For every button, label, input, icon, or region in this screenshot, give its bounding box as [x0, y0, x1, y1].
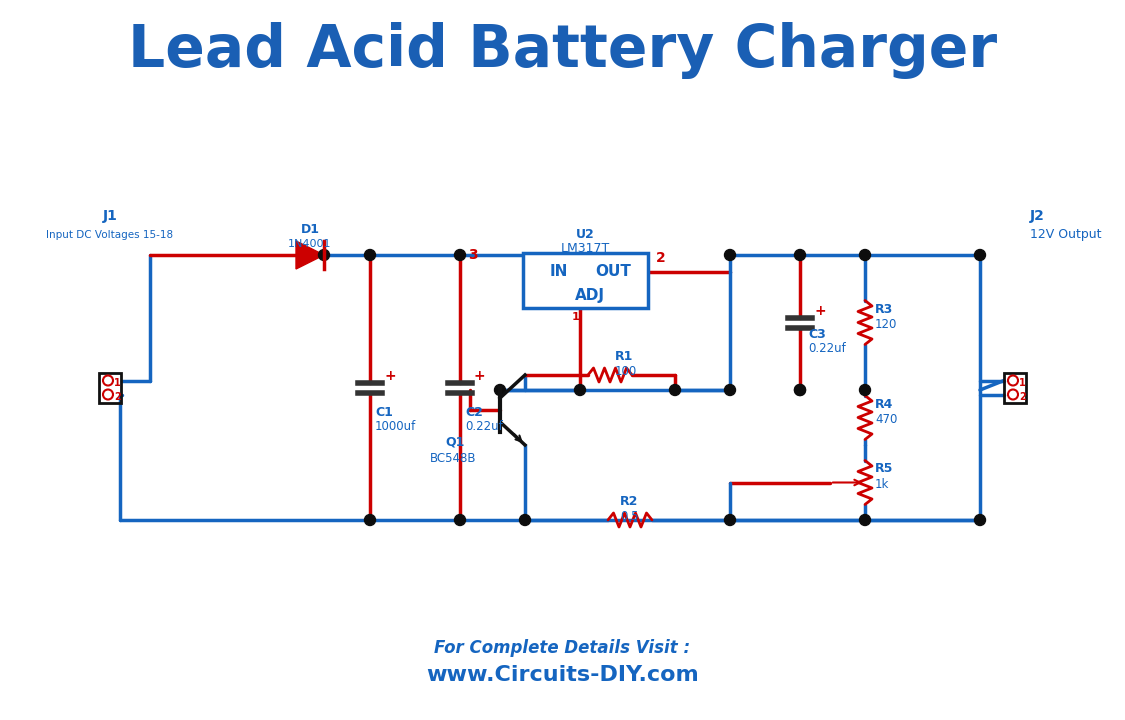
Circle shape: [364, 515, 376, 526]
Circle shape: [455, 250, 466, 261]
Text: Input DC Voltages 15-18: Input DC Voltages 15-18: [46, 230, 173, 240]
Text: C1: C1: [375, 405, 393, 418]
Circle shape: [364, 250, 376, 261]
Text: 1: 1: [1019, 377, 1026, 387]
Circle shape: [794, 384, 806, 395]
Circle shape: [495, 384, 505, 395]
Circle shape: [575, 384, 585, 395]
Circle shape: [669, 384, 681, 395]
Text: C2: C2: [465, 405, 483, 418]
Text: 0.22uf: 0.22uf: [465, 420, 503, 433]
Text: R2: R2: [620, 495, 638, 508]
Text: 1000uf: 1000uf: [375, 420, 416, 433]
Circle shape: [860, 250, 871, 261]
Bar: [99, 372, 122, 402]
Bar: [1004, 372, 1026, 402]
Circle shape: [860, 384, 871, 395]
Text: 3: 3: [468, 248, 478, 262]
Text: U2: U2: [576, 228, 594, 241]
Text: C3: C3: [808, 328, 826, 341]
Text: R1: R1: [615, 350, 633, 363]
Text: D1: D1: [300, 223, 319, 236]
Text: 2: 2: [114, 392, 120, 402]
Text: R5: R5: [875, 462, 893, 475]
Text: OUT: OUT: [595, 264, 631, 279]
Text: J2: J2: [1030, 209, 1045, 223]
Polygon shape: [296, 241, 324, 269]
Text: 0.5: 0.5: [620, 510, 639, 523]
Text: www.Circuits-DIY.com: www.Circuits-DIY.com: [426, 665, 699, 685]
Circle shape: [455, 515, 466, 526]
Circle shape: [794, 384, 806, 395]
Text: 2: 2: [1019, 392, 1026, 402]
Circle shape: [520, 515, 531, 526]
Text: 1k: 1k: [875, 477, 890, 490]
Circle shape: [974, 515, 986, 526]
Text: J1: J1: [102, 209, 117, 223]
Text: IN: IN: [550, 264, 568, 279]
Text: LM317T: LM317T: [560, 242, 610, 255]
Bar: [522, 253, 648, 307]
Text: ADJ: ADJ: [575, 287, 605, 302]
Circle shape: [724, 384, 736, 395]
Text: +: +: [384, 369, 396, 382]
Text: R4: R4: [875, 397, 893, 410]
Text: BC548B: BC548B: [430, 452, 477, 465]
Circle shape: [974, 250, 986, 261]
Text: 470: 470: [875, 413, 898, 426]
Circle shape: [724, 250, 736, 261]
Text: 0.22uf: 0.22uf: [808, 343, 846, 356]
Text: 1N4001: 1N4001: [288, 239, 332, 249]
Text: +: +: [814, 304, 826, 318]
Circle shape: [318, 250, 330, 261]
Text: 1: 1: [572, 312, 579, 322]
Text: Q1: Q1: [446, 435, 465, 448]
Circle shape: [794, 250, 806, 261]
Circle shape: [724, 515, 736, 526]
Text: 2: 2: [656, 251, 665, 265]
Text: 1: 1: [114, 377, 120, 387]
Text: Lead Acid Battery Charger: Lead Acid Battery Charger: [128, 22, 997, 78]
Circle shape: [860, 515, 871, 526]
Text: R3: R3: [875, 302, 893, 315]
Text: 120: 120: [875, 318, 898, 330]
Text: 100: 100: [615, 365, 637, 378]
Text: For Complete Details Visit :: For Complete Details Visit :: [434, 639, 691, 657]
Text: 12V Output: 12V Output: [1030, 228, 1101, 241]
Text: +: +: [474, 369, 486, 382]
